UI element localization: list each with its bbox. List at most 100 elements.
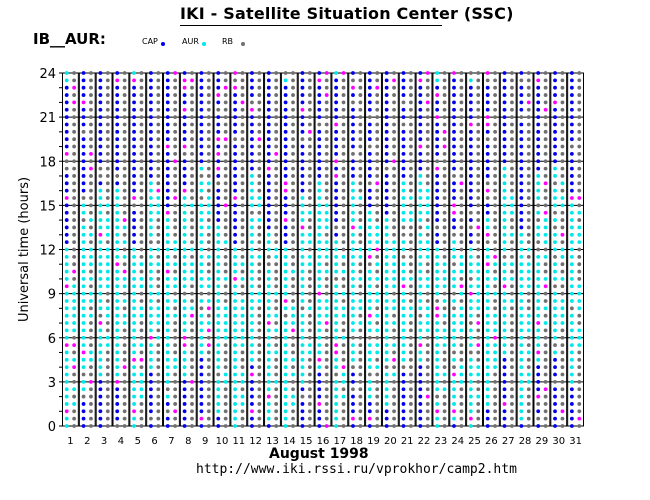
data-point-cap [98, 122, 103, 127]
data-point-aur [291, 357, 295, 362]
data-point-aur [334, 262, 339, 267]
data-point-aur [149, 254, 153, 259]
data-point-cap [81, 107, 86, 112]
data-point-cap [536, 365, 541, 370]
data-point-aur [81, 232, 86, 237]
data-point-aur [536, 313, 541, 318]
data-point-rb [156, 129, 161, 134]
data-point-aur [98, 262, 103, 267]
data-point-cap [519, 107, 524, 112]
data-point-cap [468, 85, 473, 90]
data-point-cap [98, 416, 103, 421]
data-point-rb [468, 321, 473, 325]
data-point-rb [105, 357, 110, 362]
data-point-aur [375, 262, 380, 267]
data-point-aur [519, 247, 524, 252]
data-point-rb [351, 151, 355, 156]
data-point-aur [519, 291, 524, 296]
data-point-cap [351, 394, 355, 399]
data-point-cap [250, 379, 254, 384]
data-point-rb [139, 137, 144, 142]
data-point-aur [81, 335, 86, 340]
data-point-boundary [459, 181, 464, 186]
data-point-cap [553, 409, 557, 414]
data-point-aur [519, 350, 524, 355]
data-point-aur [233, 394, 238, 399]
data-point-boundary [418, 78, 423, 83]
data-point-aur [392, 254, 396, 259]
data-point-rb [274, 416, 279, 421]
data-point-rb [560, 416, 565, 421]
data-point-aur [115, 343, 120, 348]
data-point-aur [81, 247, 86, 252]
data-point-rb [257, 379, 262, 384]
data-point-aur [425, 196, 430, 200]
data-point-rb [510, 350, 514, 355]
data-point-rb [493, 93, 497, 97]
data-point-rb [291, 107, 295, 112]
data-point-rb [72, 174, 77, 178]
data-point-rb [392, 313, 396, 318]
data-point-rb [476, 424, 481, 428]
data-point-boundary [452, 210, 456, 215]
data-point-aur [543, 240, 548, 245]
data-point-aur [384, 335, 389, 340]
data-point-cap [334, 85, 339, 90]
data-point-cap [351, 166, 355, 171]
data-point-boundary [452, 71, 456, 75]
data-point-rb [408, 299, 413, 303]
data-point-rb [341, 107, 346, 112]
data-point-cap [300, 144, 305, 149]
data-point-rb [543, 115, 548, 120]
data-point-aur [493, 262, 497, 267]
data-point-rb [459, 218, 464, 222]
data-point-aur [553, 328, 557, 333]
data-point-aur [526, 379, 531, 384]
data-point-rb [324, 151, 329, 156]
data-point-aur [442, 343, 447, 348]
data-point-aur [165, 254, 170, 259]
data-point-aur [519, 269, 524, 274]
data-point-rb [493, 299, 497, 303]
data-point-aur [240, 402, 245, 406]
source-url-link[interactable]: http://www.iki.rssi.ru/vprokhor/camp2.ht… [196, 462, 517, 477]
data-point-rb [223, 210, 228, 215]
data-point-rb [577, 387, 582, 392]
data-point-cap [216, 78, 221, 83]
data-point-cap [519, 159, 524, 164]
data-point-rb [341, 343, 346, 348]
data-point-aur [182, 210, 187, 215]
data-point-boundary [132, 357, 136, 362]
data-point-rb [156, 299, 161, 303]
data-point-rb [89, 306, 93, 311]
data-point-boundary [485, 122, 490, 127]
data-point-rb [341, 100, 346, 105]
data-point-cap [165, 93, 170, 97]
data-point-rb [375, 122, 380, 127]
data-point-aur [64, 394, 69, 399]
data-point-aur [317, 284, 322, 289]
data-point-aur [165, 313, 170, 318]
data-point-aur [199, 328, 204, 333]
data-point-aur [418, 247, 423, 252]
data-point-rb [442, 122, 447, 127]
data-point-rb [190, 402, 194, 406]
data-point-rb [358, 181, 363, 186]
data-point-rb [89, 137, 93, 142]
data-point-rb [274, 387, 279, 392]
data-point-aur [519, 299, 524, 303]
data-point-aur [536, 269, 541, 274]
data-point-rb [341, 78, 346, 83]
data-point-cap [233, 188, 238, 193]
data-point-rb [459, 174, 464, 178]
data-point-cap [216, 203, 221, 208]
data-point-rb [324, 85, 329, 90]
data-point-rb [560, 129, 565, 134]
data-point-aur [250, 218, 254, 222]
data-point-aur [98, 299, 103, 303]
data-point-rb [89, 328, 93, 333]
data-point-rb [536, 203, 541, 208]
data-point-rb [493, 144, 497, 149]
data-point-rb [560, 174, 565, 178]
data-point-rb [324, 328, 329, 333]
